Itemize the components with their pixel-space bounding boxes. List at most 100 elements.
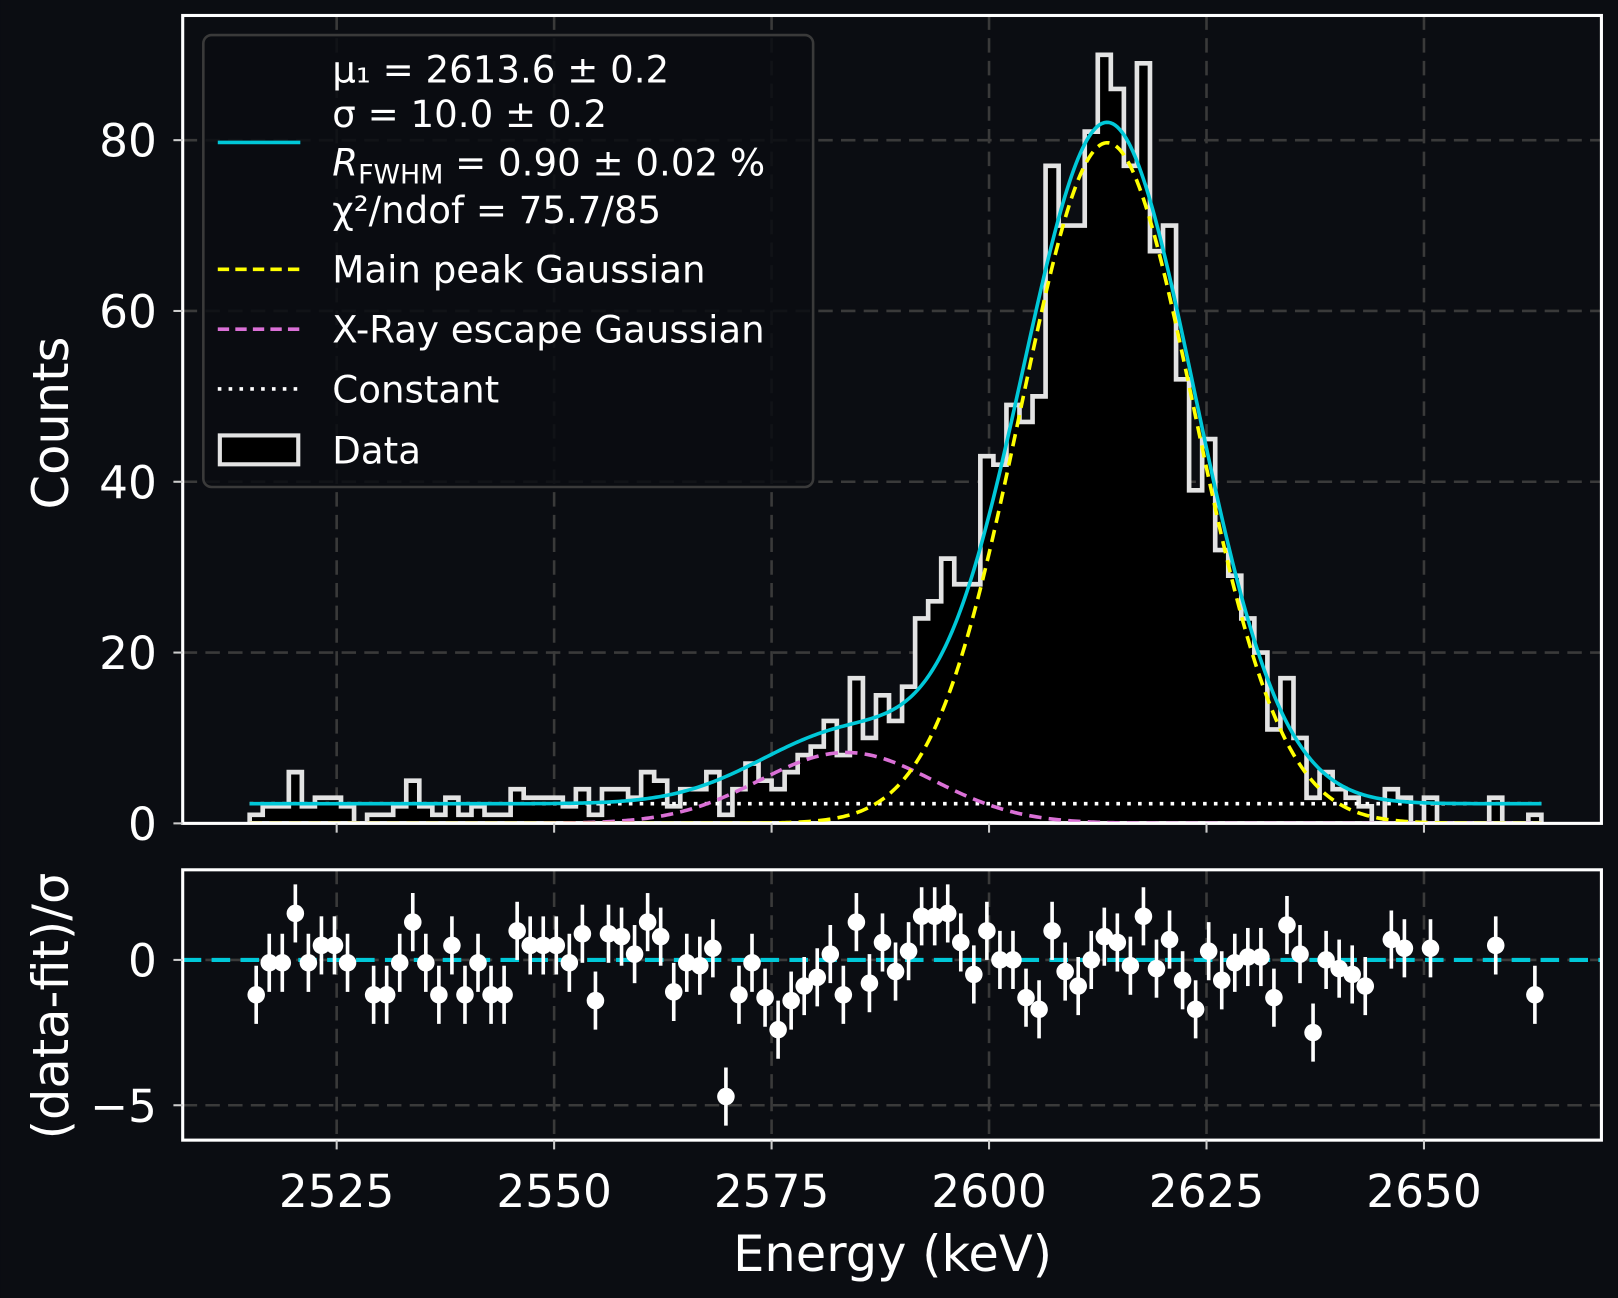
residual-point: [273, 933, 292, 992]
x-tick-label: 2575: [714, 1165, 829, 1218]
residual-marker: [1304, 1023, 1322, 1042]
residual-marker: [1199, 942, 1218, 960]
residual-marker: [1343, 965, 1361, 984]
residual-marker: [273, 954, 292, 972]
residual-marker: [1160, 930, 1179, 949]
residual-marker: [1004, 951, 1022, 969]
residual-point: [534, 916, 553, 975]
residual-marker: [560, 954, 579, 972]
residual-point: [821, 925, 840, 984]
residual-marker: [534, 936, 553, 955]
residual-marker: [286, 904, 305, 923]
residual-point: [638, 893, 657, 952]
y-tick-label: 60: [99, 285, 157, 338]
residual-ticks: 2525 2550 2575 2600 2625 2650 −5 0: [90, 934, 1482, 1218]
residual-marker: [521, 936, 539, 955]
residual-point: [299, 933, 318, 992]
residual-marker: [886, 962, 905, 981]
residual-marker: [612, 927, 631, 946]
residual-marker: [704, 939, 722, 958]
spectrum-panel: 0 20 40 60 80 Counts μ₁ = 2613.6 ± 0.2 σ = 1…: [22, 13, 1603, 851]
residual-point: [325, 916, 344, 975]
legend-resolution-subscript: FWHM: [358, 160, 443, 191]
x-tick-label: 2525: [279, 1165, 394, 1218]
residual-marker: [834, 986, 853, 1004]
residual-point: [1239, 927, 1257, 987]
x-tick-label: 2600: [931, 1165, 1046, 1218]
residual-marker: [312, 936, 331, 955]
residual-point: [1382, 910, 1401, 969]
residual-point: [782, 971, 800, 1030]
residual-marker: [1186, 1000, 1205, 1019]
residual-point: [1486, 916, 1505, 975]
residual-point: [625, 925, 644, 984]
residual-marker: [678, 954, 696, 972]
residual-marker: [782, 991, 800, 1010]
residual-point: [1173, 951, 1192, 1010]
residual-marker: [873, 933, 892, 952]
x-tick-label: 2550: [496, 1165, 611, 1218]
residual-point: [925, 887, 944, 946]
residual-point: [886, 942, 905, 1001]
residual-point: [1291, 925, 1309, 984]
residual-point: [651, 907, 670, 966]
residual-frame: [181, 868, 1603, 1142]
residual-marker: [547, 936, 566, 955]
residual-point: [978, 901, 996, 960]
residual-marker: [1212, 971, 1231, 990]
residual-point: [717, 1067, 735, 1126]
residual-point: [991, 930, 1009, 989]
legend-chi2: χ²/ndof = 75.7/85: [332, 189, 661, 232]
residual-marker: [821, 945, 840, 963]
residual-point: [1004, 930, 1022, 989]
residual-point: [260, 933, 279, 992]
residual-point: [873, 913, 892, 972]
residual-point: [1121, 936, 1140, 995]
legend-mu: μ₁ = 2613.6 ± 0.2: [332, 49, 669, 92]
legend-resolution-symbol: R: [332, 141, 358, 184]
residual-point: [1265, 968, 1283, 1027]
residual-point: [808, 948, 827, 1007]
residual-marker: [965, 965, 983, 984]
residual-point: [1186, 980, 1205, 1039]
residual-point: [847, 893, 866, 952]
residual-marker: [599, 924, 618, 943]
residual-point: [469, 933, 487, 992]
spectrum-frame: [181, 13, 1603, 825]
residual-marker: [860, 974, 879, 992]
residual-point: [364, 965, 383, 1024]
residual-point: [1056, 942, 1074, 1001]
residual-marker: [1252, 948, 1270, 966]
residual-point: [586, 971, 605, 1030]
main-peak-gaussian-curve: [249, 140, 1542, 824]
residual-point: [417, 933, 435, 992]
residual-marker: [651, 927, 670, 946]
residual-point: [678, 933, 696, 992]
residual-marker: [1226, 954, 1244, 972]
residual-point: [1147, 939, 1166, 998]
residual-point: [612, 907, 631, 966]
residual-marker: [1291, 945, 1309, 963]
data-histogram: [247, 52, 1544, 824]
residual-marker: [1147, 959, 1166, 978]
residual-point: [482, 965, 500, 1024]
residual-marker: [938, 904, 957, 923]
residual-marker: [404, 913, 422, 931]
residual-point: [599, 904, 618, 963]
residual-marker: [247, 986, 265, 1004]
residual-marker: [573, 924, 592, 943]
x-tick-label: 2650: [1366, 1165, 1481, 1218]
residual-marker: [1134, 907, 1153, 926]
residual-marker: [1173, 971, 1192, 990]
residual-point: [521, 916, 539, 975]
residual-marker: [1395, 939, 1414, 958]
residual-marker: [377, 986, 396, 1004]
total-fit-curve: [249, 120, 1542, 806]
residual-marker: [1043, 922, 1061, 940]
residual-point: [965, 945, 983, 1004]
legend-data-swatch: [217, 433, 301, 467]
residual-point: [1356, 957, 1375, 1016]
residual-point: [691, 936, 709, 995]
residual-marker: [1108, 933, 1127, 952]
